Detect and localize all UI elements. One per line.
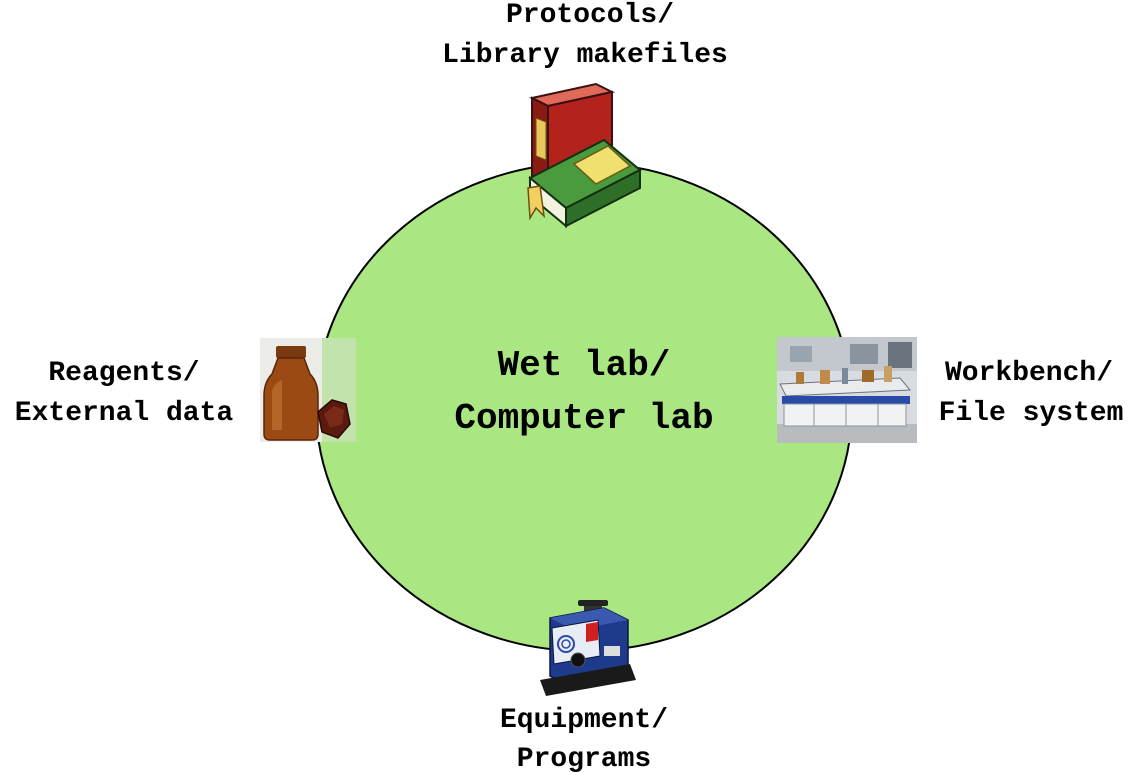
books-icon [527,82,642,229]
top-label-line2: Library makefiles [442,40,728,71]
right-label-line1: Workbench/ [945,358,1113,389]
vortex-mixer-icon [540,600,636,696]
reagent-bottle-icon [260,338,356,442]
center-label-line2: Computer lab [454,398,713,439]
lab-workbench-icon [777,337,917,443]
bottom-label-line1: Equipment/ [500,705,668,736]
left-label-line1: Reagents/ [48,358,199,389]
bottom-label-line2: Programs [517,744,651,773]
right-label-line2: File system [939,398,1124,429]
top-label-line1: Protocols/ [506,0,674,31]
center-label-line1: Wet lab/ [498,345,671,386]
left-label-line2: External data [15,398,234,429]
